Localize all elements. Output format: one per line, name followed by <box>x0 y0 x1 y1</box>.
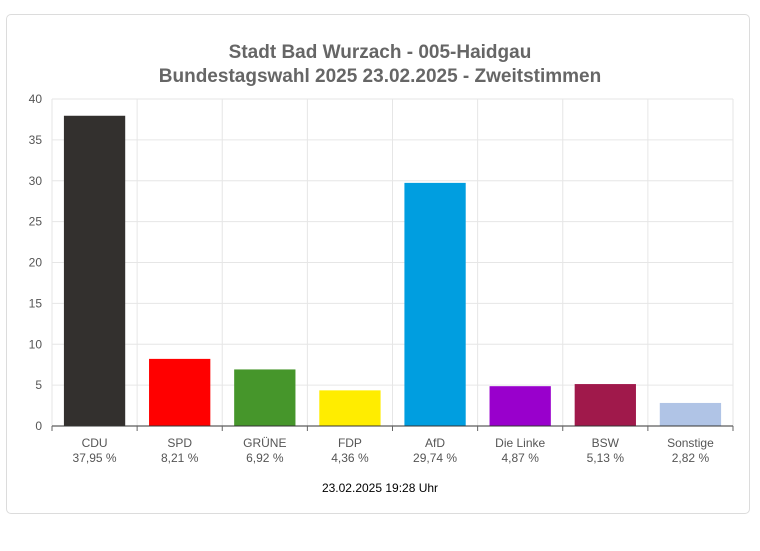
chart-card <box>6 14 750 514</box>
x-tick-label: FDP <box>338 436 362 450</box>
data-label: 5,13 % <box>587 451 625 465</box>
chart-subtitle: Bundestagswahl 2025 23.02.2025 - Zweitst… <box>158 66 602 87</box>
y-tick-label: 40 <box>29 92 43 106</box>
y-tick-label: 25 <box>29 215 43 229</box>
y-tick-label: 10 <box>29 337 43 351</box>
x-tick-label: GRÜNE <box>243 436 286 450</box>
x-tick-label: AfD <box>425 436 445 450</box>
x-tick-label: Die Linke <box>495 436 545 450</box>
bar-sonstige <box>659 402 722 426</box>
x-tick-label: CDU <box>82 436 108 450</box>
bar-bsw <box>574 384 636 426</box>
x-tick-label: BSW <box>592 436 620 450</box>
x-tick-label: Sonstige <box>667 436 714 450</box>
y-tick-label: 15 <box>29 296 43 310</box>
data-label: 8,21 % <box>161 451 199 465</box>
bar-afd <box>404 182 466 426</box>
bar-die-linke <box>489 386 551 426</box>
bar-fdp <box>319 390 381 426</box>
chart-title: Stadt Bad Wurzach - 005-Haidgau <box>228 42 532 63</box>
y-tick-label: 30 <box>29 174 43 188</box>
y-tick-label: 0 <box>35 419 42 433</box>
timestamp-footer: 23.02.2025 19:28 Uhr <box>321 481 439 495</box>
x-tick-label: SPD <box>167 436 192 450</box>
data-label: 4,87 % <box>502 451 540 465</box>
data-label: 2,82 % <box>672 451 710 465</box>
bar-cdu <box>63 115 126 426</box>
data-label: 37,95 % <box>73 451 117 465</box>
data-label: 6,92 % <box>246 451 284 465</box>
y-tick-label: 20 <box>29 256 43 270</box>
bar-grüne <box>234 369 296 426</box>
y-tick-label: 5 <box>35 378 42 392</box>
bar-spd <box>149 358 211 426</box>
data-label: 29,74 % <box>413 451 457 465</box>
data-label: 4,36 % <box>331 451 369 465</box>
y-tick-label: 35 <box>29 133 43 147</box>
